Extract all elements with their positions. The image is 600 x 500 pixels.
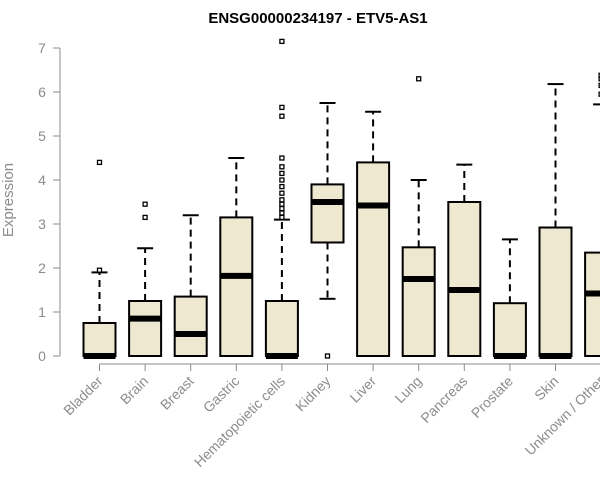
box [128, 300, 163, 357]
outlier-point [96, 159, 103, 166]
box-group [356, 110, 391, 357]
box [401, 246, 436, 358]
y-tick-label: 2 [38, 260, 46, 276]
box-group [310, 102, 345, 359]
outlier-point [279, 190, 285, 196]
y-tick-label: 7 [38, 40, 46, 56]
category-label: Hematopoietic cells [191, 373, 288, 470]
outlier-point [279, 113, 285, 119]
outlier-point [142, 201, 148, 207]
y-tick-label: 4 [38, 172, 46, 188]
category-label: Brain [117, 373, 151, 407]
outlier-point [279, 197, 285, 203]
outlier-point [279, 205, 285, 212]
box-group [447, 163, 482, 357]
category-label: Lung [391, 373, 424, 406]
category-label: Gastric [200, 373, 243, 416]
box-group [584, 72, 600, 358]
outlier-point [324, 353, 331, 359]
y-axis-label: Expression [0, 163, 17, 237]
box [219, 216, 254, 357]
box-group [128, 201, 163, 357]
category-label: Liver [346, 373, 379, 406]
outlier-point [96, 267, 103, 273]
box [492, 302, 527, 358]
outlier-point [279, 104, 285, 111]
box-group [492, 238, 527, 359]
outlier-point [279, 210, 285, 216]
y-tick-label: 5 [38, 128, 46, 144]
category-label: Unknown / Other [522, 373, 600, 459]
outlier-point [142, 214, 148, 221]
boxes [82, 38, 600, 359]
outlier-point [279, 183, 285, 190]
category-label: Skin [531, 373, 562, 404]
category-label: Pancreas [417, 373, 470, 426]
box [538, 226, 573, 357]
y-tick-label: 0 [38, 348, 46, 364]
y-axis: 0 1 2 3 4 5 6 7 [38, 40, 61, 364]
outlier-point [279, 177, 285, 183]
box-group [82, 159, 117, 359]
category-label: Breast [157, 373, 197, 413]
category-label: Bladder [60, 373, 106, 419]
outlier-point [279, 201, 285, 207]
y-tick-label: 3 [38, 216, 46, 232]
y-tick-label: 1 [38, 304, 46, 320]
y-tick-label: 6 [38, 84, 46, 100]
outlier-point [279, 214, 285, 221]
box [584, 251, 600, 358]
outlier-point [279, 38, 285, 45]
box-group [401, 76, 436, 358]
box-group [538, 83, 573, 359]
box [264, 300, 299, 357]
box [82, 322, 117, 357]
box-group [173, 214, 208, 358]
box [173, 295, 208, 358]
box-group [219, 157, 254, 357]
box [310, 183, 345, 244]
box [447, 201, 482, 357]
category-label: Prostate [468, 373, 516, 421]
outlier-point [279, 155, 285, 161]
category-label: Kidney [292, 373, 334, 415]
outlier-point [416, 76, 422, 82]
box [356, 161, 391, 357]
chart-title: ENSG00000234197 - ETV5-AS1 [208, 10, 427, 27]
box-group [264, 38, 299, 359]
outlier-point [279, 164, 285, 170]
outlier-point [279, 170, 285, 177]
